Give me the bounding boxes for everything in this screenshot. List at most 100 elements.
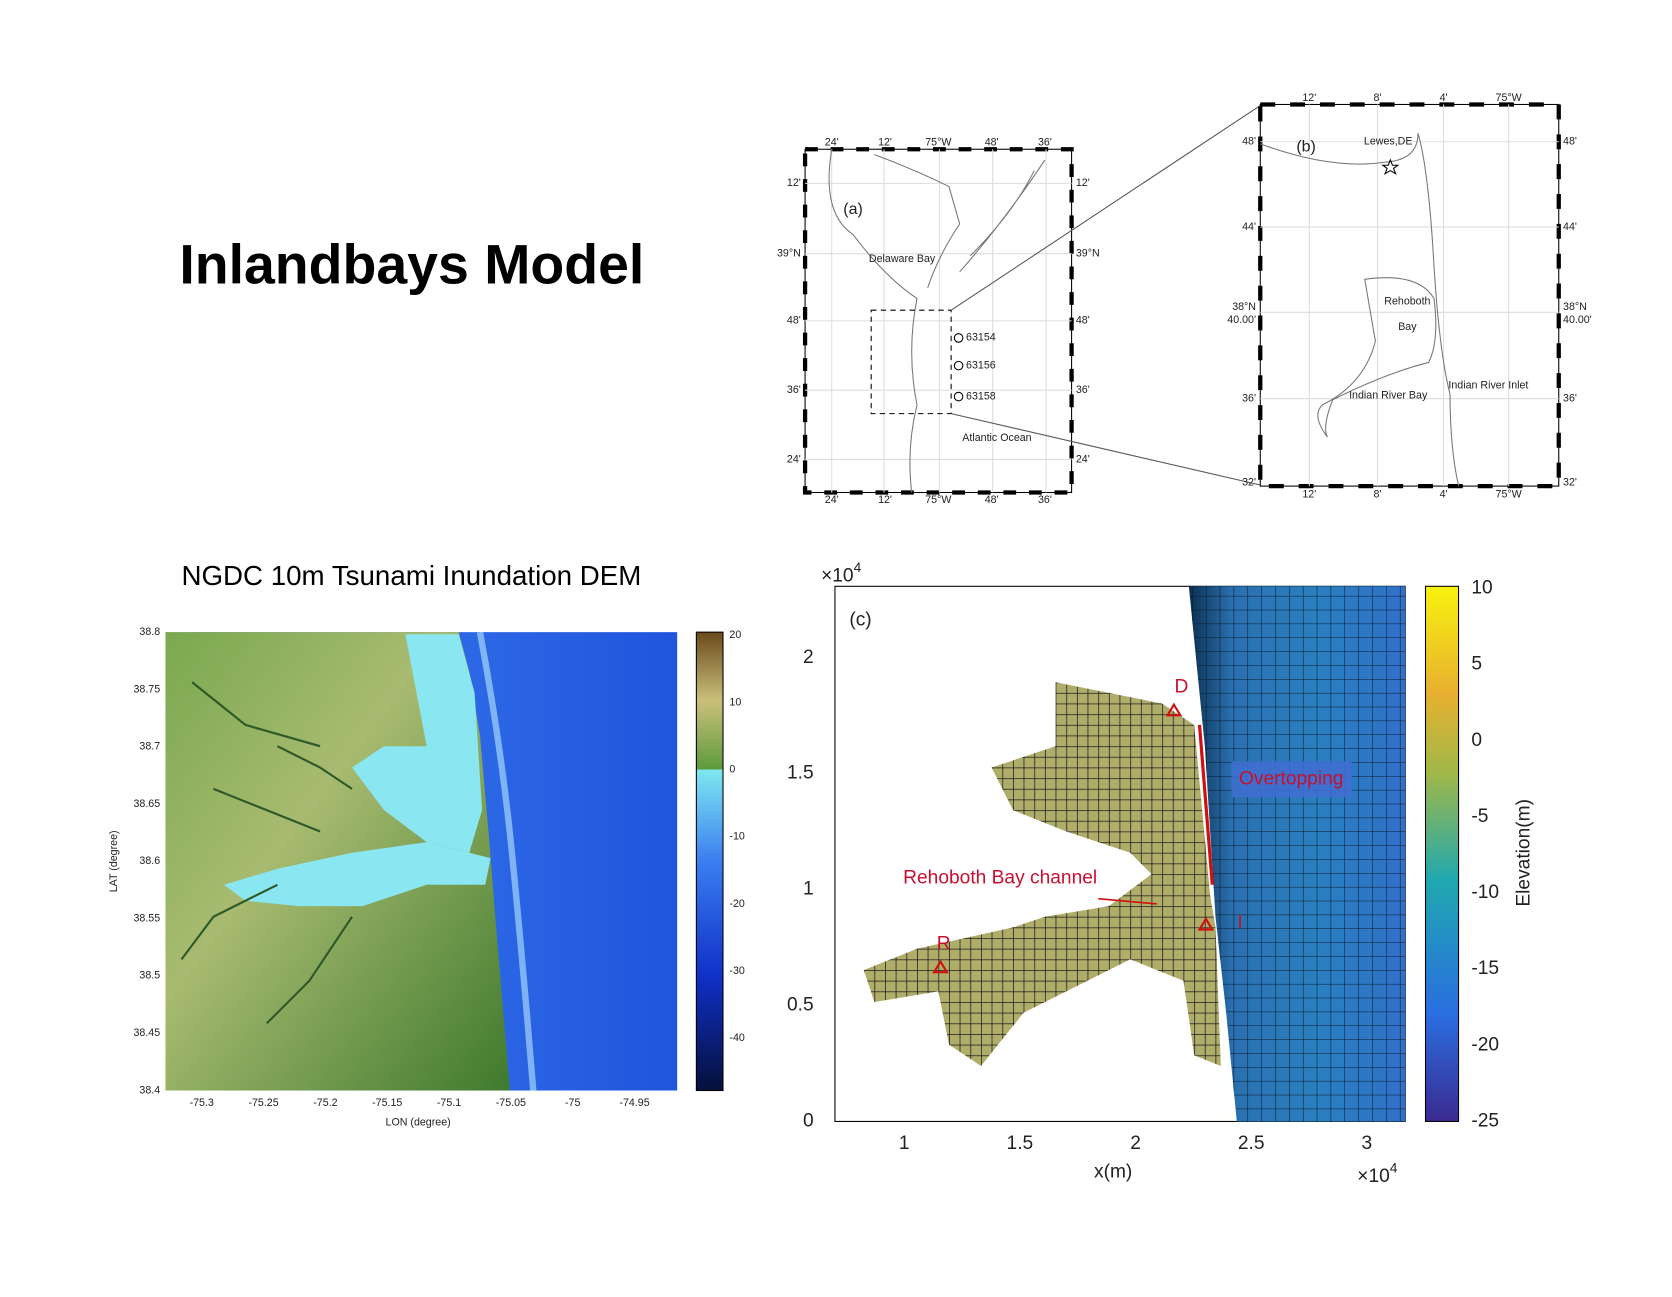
left-tick-label: 48' [1242,136,1256,148]
colorbar-tick-label: -10 [729,831,744,843]
bottom-tick-label: 12' [1302,488,1316,500]
x-tick-label: -75.3 [190,1097,214,1109]
x-tick-label: 2 [1130,1133,1141,1154]
map-a [802,105,1261,495]
right-tick-label: 36' [1563,392,1577,404]
colorbar-tick-label: 0 [1471,730,1482,751]
right-tick-label: 36' [1076,384,1090,396]
colorbar-tick-label: 10 [1471,577,1492,598]
colorbar-tick-label: 5 [1471,654,1482,675]
right-tick-label: 44' [1563,221,1577,233]
bottom-tick-label: 48' [985,494,999,506]
left-tick-label-line: 40.00' [1227,314,1256,326]
x-tick-label: 1 [899,1133,910,1154]
model-map [834,585,1406,1122]
place-label: Lewes,DE [1364,136,1413,148]
left-tick-label: 36' [1242,392,1256,404]
y-tick-label: 38.55 [133,912,160,924]
place-label: Indian River Bay [1349,389,1428,401]
colorbar-tick-label: 20 [729,629,741,641]
y-tick-label: 38.75 [133,683,160,695]
multiplier-base: ×10 [1357,1166,1390,1187]
colorbar-tick-label: -15 [1471,958,1499,979]
left-tick-label: 36' [787,384,801,396]
annotation: R [937,934,951,955]
y-tick-label: 38.4 [139,1084,160,1096]
y-tick-label: 2 [803,647,814,668]
x-tick-label: 2.5 [1238,1133,1265,1154]
y-tick-label: 1.5 [787,763,814,784]
bottom-tick-label: 4' [1440,488,1448,500]
x-tick-label: -75.2 [313,1097,337,1109]
right-tick-label: 48' [1076,315,1090,327]
bottom-tick-label: 8' [1374,488,1382,500]
panel-label: (b) [1296,138,1316,155]
y-tick-label: 38.8 [139,626,160,638]
left-tick-label: 39°N [777,248,801,260]
y-tick-label: 38.45 [133,1027,160,1039]
station-label: 63158 [966,390,996,402]
top-tick-label: 12' [1302,92,1316,104]
y-tick-label: 38.65 [133,798,160,810]
annotation: D [1174,677,1188,698]
y-tick-label: 38.7 [139,741,160,753]
colorbar-tick-label: -5 [1471,806,1488,827]
left-tick-label: 38°N 40.00' [1227,301,1256,326]
top-tick-label: 75°W [925,137,952,149]
colorbar-tick-label: -20 [1471,1034,1499,1055]
colorbar-tick-label: -30 [729,965,744,977]
x-tick-label: 3 [1362,1133,1373,1154]
station-label: 63154 [966,332,996,344]
x-tick-label: 1.5 [1007,1133,1034,1154]
x-tick-label: -75.05 [496,1097,526,1109]
top-tick-label: 48' [985,137,999,149]
annotation: I [1237,912,1242,933]
bottom-tick-label: 24' [825,494,839,506]
top-tick-label: 36' [1038,137,1052,149]
top-tick-label: 24' [825,137,839,149]
x-tick-label: -74.95 [619,1097,649,1109]
right-tick-label: 39°N [1076,248,1100,260]
colorbar-tick-label: -25 [1471,1111,1499,1132]
colorbar-tick-label: -10 [1471,882,1499,903]
colorbar-label: Elevation(m) [1514,799,1535,907]
x-tick-label: -75.25 [248,1097,278,1109]
annotation: Overtopping [1239,768,1343,789]
right-tick-label: 32' [1563,477,1577,489]
x-label: LON (degree) [386,1116,451,1128]
colorbar [695,631,724,1092]
top-tick-label: 4' [1440,92,1448,104]
left-tick-label-line: 38°N [1232,301,1256,313]
multiplier-exp: 4 [1390,1159,1398,1175]
x-label: x(m) [1094,1162,1132,1183]
place-label: Rehoboth [1384,295,1430,307]
place-label: Atlantic Ocean [962,432,1031,444]
bottom-tick-label: 75°W [1496,488,1523,500]
x-tick-label: -75.1 [437,1097,461,1109]
bottom-tick-label: 75°W [925,494,952,506]
left-tick-label: 32' [1242,477,1256,489]
left-tick-label: 44' [1242,221,1256,233]
right-tick-label-line: 40.00' [1563,314,1592,326]
bottom-tick-label: 12' [878,494,892,506]
colorbar [1424,585,1460,1122]
axis-multiplier: ×104 [1357,1159,1398,1187]
y-tick-label: 38.5 [139,970,160,982]
y-tick-label: 1 [803,879,814,900]
station-marker [953,360,964,371]
top-tick-label: 12' [878,137,892,149]
right-tick-label-line: 38°N [1563,301,1587,313]
multiplier-exp: 4 [854,559,862,575]
slide-title: Inlandbays Model [179,233,644,295]
top-tick-label: 75°W [1496,92,1523,104]
axis-multiplier: ×104 [821,559,862,587]
y-tick-label: 0.5 [787,995,814,1016]
panel-label: (a) [843,201,863,218]
y-label: LAT (degree) [108,830,120,892]
left-tick-label: 12' [787,177,801,189]
multiplier-base: ×10 [821,566,854,587]
bottom-tick-label: 36' [1038,494,1052,506]
y-tick-label: 0 [803,1111,814,1132]
